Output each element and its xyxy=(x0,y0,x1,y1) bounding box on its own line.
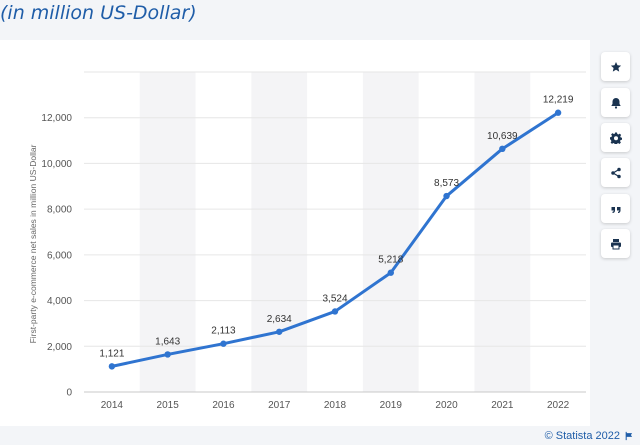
chart-card: 0 2,000 4,000 6,000 8,000 10,000 12,000 2014 20… xyxy=(0,40,590,426)
settings-button[interactable] xyxy=(601,123,630,152)
quote-icon xyxy=(611,206,620,213)
x-tick-label: 2016 xyxy=(212,400,235,411)
x-tick-label: 2021 xyxy=(491,400,514,411)
print-icon xyxy=(610,238,621,249)
data-point[interactable] xyxy=(220,340,227,347)
data-point[interactable] xyxy=(554,109,562,116)
x-tick-label: 2018 xyxy=(324,400,347,411)
data-point[interactable] xyxy=(276,328,283,335)
column-band xyxy=(139,72,196,392)
data-points xyxy=(108,109,562,370)
x-tick-label: 2017 xyxy=(268,400,291,411)
cite-button[interactable] xyxy=(601,194,630,223)
data-label: 10,639 xyxy=(487,131,518,142)
y-axis-ticks: 0 2,000 4,000 6,000 8,000 10,000 12,000 xyxy=(41,113,72,398)
data-labels: 1,121 1,643 2,113 2,634 3,524 5,218 8,573 10,63… xyxy=(99,95,573,360)
data-label: 8,573 xyxy=(434,178,459,189)
gridlines xyxy=(84,71,586,393)
footer: © Statista 2022 xyxy=(545,430,634,442)
bell-icon xyxy=(611,97,620,109)
data-point[interactable] xyxy=(387,269,394,276)
x-tick-label: 2019 xyxy=(380,400,403,411)
data-label: 1,121 xyxy=(99,348,124,359)
x-axis-ticks: 2014 2015 2016 2017 2018 2019 2020 2021 2022 xyxy=(101,400,570,411)
favorite-button[interactable] xyxy=(601,52,630,81)
column-band xyxy=(474,72,531,392)
column-band xyxy=(362,72,419,392)
x-tick-label: 2015 xyxy=(157,400,180,411)
x-tick-label: 2014 xyxy=(101,400,124,411)
data-point[interactable] xyxy=(331,308,339,315)
gear-icon xyxy=(609,132,622,144)
data-label: 1,643 xyxy=(155,336,180,347)
data-point[interactable] xyxy=(164,351,171,358)
column-band xyxy=(251,72,308,392)
y-tick-label: 2,000 xyxy=(47,342,72,353)
chart-subtitle: (in million US-Dollar) xyxy=(0,2,197,24)
y-tick-label: 6,000 xyxy=(47,250,72,261)
flag-icon[interactable] xyxy=(624,431,634,441)
y-tick-label: 8,000 xyxy=(47,205,72,216)
share-button[interactable] xyxy=(601,158,630,187)
copyright-link[interactable]: © Statista 2022 xyxy=(544,430,620,442)
print-button[interactable] xyxy=(601,229,630,258)
column-bands xyxy=(139,72,531,392)
data-label: 12,219 xyxy=(543,95,574,106)
data-point[interactable] xyxy=(108,363,116,370)
data-label: 2,634 xyxy=(267,314,292,325)
star-icon xyxy=(610,61,621,72)
data-label: 2,113 xyxy=(211,326,236,337)
x-tick-label: 2020 xyxy=(435,400,458,411)
y-tick-label: 10,000 xyxy=(41,159,72,170)
x-tick-label: 2022 xyxy=(547,400,570,411)
data-point[interactable] xyxy=(499,145,506,153)
y-axis-title: First-party e-commerce net sales in mill… xyxy=(28,144,38,343)
data-point[interactable] xyxy=(443,192,450,200)
y-tick-label: 12,000 xyxy=(41,113,72,124)
y-tick-label: 0 xyxy=(66,388,72,399)
share-icon xyxy=(610,167,621,178)
data-label: 5,218 xyxy=(378,255,403,266)
y-tick-label: 4,000 xyxy=(47,296,72,307)
data-label: 3,524 xyxy=(322,293,347,304)
notification-button[interactable] xyxy=(601,88,630,117)
